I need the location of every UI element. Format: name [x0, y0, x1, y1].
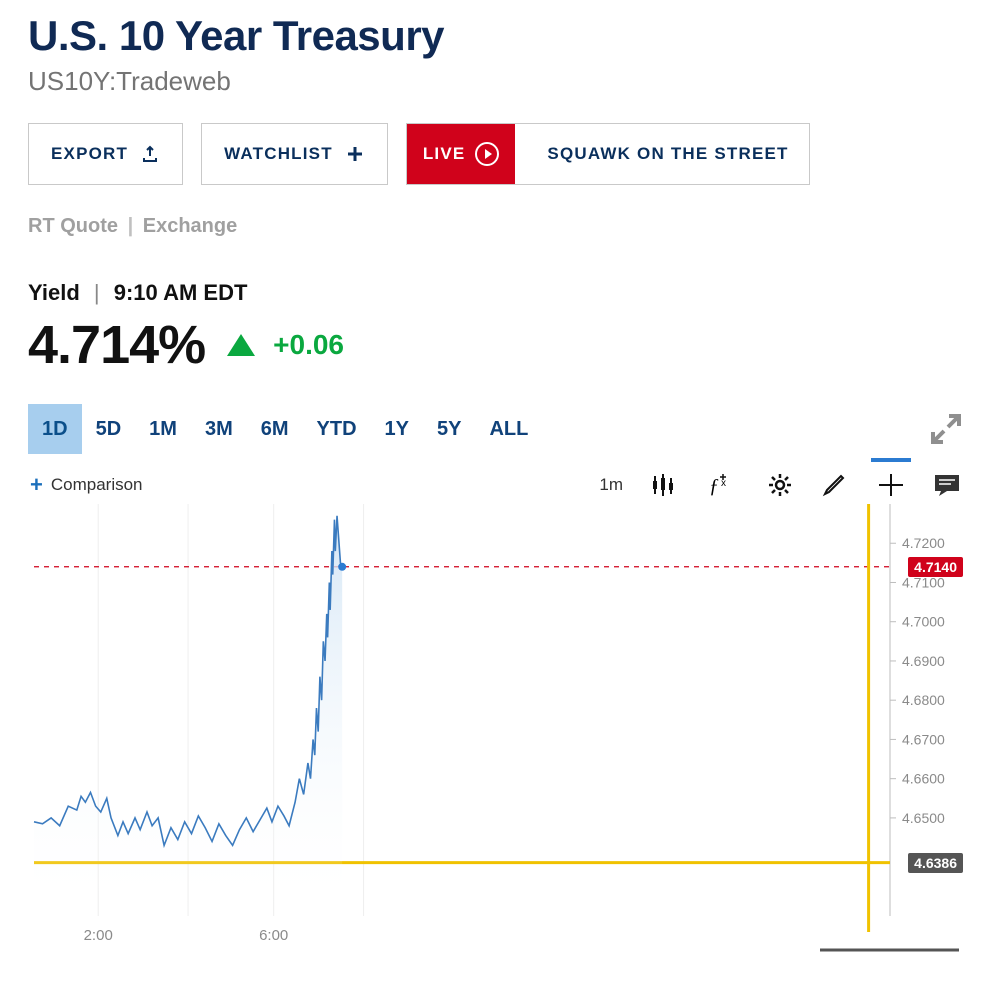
range-tab-1m[interactable]: 1M — [135, 404, 191, 454]
play-icon — [475, 142, 499, 166]
plus-icon — [345, 144, 365, 164]
svg-text:ƒ: ƒ — [709, 475, 719, 497]
prev-close-tag: 4.6386 — [908, 853, 963, 873]
price-change: +0.06 — [273, 329, 344, 361]
range-tab-5d[interactable]: 5D — [82, 404, 136, 454]
crosshair-icon[interactable] — [877, 472, 905, 498]
watchlist-button-label: WATCHLIST — [224, 144, 333, 164]
indicator-icon[interactable]: ƒx — [709, 472, 739, 498]
range-tab-3m[interactable]: 3M — [191, 404, 247, 454]
realtime-line: Yield | 9:10 AM EDT — [28, 280, 963, 306]
candlestick-icon[interactable] — [651, 472, 681, 498]
svg-text:4.6600: 4.6600 — [902, 771, 945, 787]
current-price-tag: 4.7140 — [908, 557, 963, 577]
time-range-tabs: 1D5D1M3M6MYTD1Y5YALL — [28, 404, 542, 454]
svg-text:6:00: 6:00 — [259, 927, 288, 944]
comparison-button[interactable]: + Comparison — [30, 472, 143, 498]
settings-icon[interactable] — [767, 472, 793, 498]
draw-icon[interactable] — [821, 472, 849, 498]
svg-text:4.7100: 4.7100 — [902, 574, 945, 590]
interval-label[interactable]: 1m — [599, 475, 623, 495]
svg-text:4.7200: 4.7200 — [902, 535, 945, 551]
live-badge: LIVE — [407, 124, 516, 184]
svg-text:4.6900: 4.6900 — [902, 653, 945, 669]
range-tab-1d[interactable]: 1D — [28, 404, 82, 454]
live-show-button[interactable]: LIVE SQUAWK ON THE STREET — [406, 123, 810, 185]
yield-label: Yield — [28, 280, 80, 305]
comparison-label: Comparison — [51, 475, 143, 495]
quote-type: RT Quote — [28, 215, 118, 237]
price-chart[interactable]: 4.6500 4.6600 4.6700 4.6800 4.6900 4.7000 4.71… — [28, 504, 963, 964]
watchlist-button[interactable]: WATCHLIST — [201, 123, 388, 185]
quote-meta: RT Quote | Exchange — [28, 215, 963, 238]
range-tab-all[interactable]: ALL — [475, 404, 542, 454]
range-tab-ytd[interactable]: YTD — [303, 404, 371, 454]
price-row: 4.714% +0.06 — [28, 314, 963, 376]
plus-icon: + — [30, 472, 43, 498]
live-show-label: SQUAWK ON THE STREET — [527, 144, 808, 164]
svg-text:4.7000: 4.7000 — [902, 614, 945, 630]
svg-text:4.6700: 4.6700 — [902, 731, 945, 747]
separator: | — [94, 280, 100, 305]
range-tab-1y[interactable]: 1Y — [371, 404, 423, 454]
separator: | — [128, 215, 134, 237]
svg-text:2:00: 2:00 — [84, 927, 113, 944]
page-title: U.S. 10 Year Treasury — [28, 12, 963, 60]
svg-text:4.6800: 4.6800 — [902, 692, 945, 708]
svg-text:4.6500: 4.6500 — [902, 810, 945, 826]
export-button[interactable]: EXPORT — [28, 123, 183, 185]
export-button-label: EXPORT — [51, 144, 128, 164]
range-tab-6m[interactable]: 6M — [247, 404, 303, 454]
export-icon — [140, 144, 160, 164]
action-button-row: EXPORT WATCHLIST LIVE SQUAWK ON THE STRE… — [28, 123, 963, 185]
chart-tool-icons: 1m ƒx — [599, 472, 961, 498]
range-row: 1D5D1M3M6MYTD1Y5YALL — [28, 404, 963, 454]
exchange-label: Exchange — [143, 215, 237, 237]
up-arrow-icon — [227, 334, 255, 356]
chart-toolbar: + Comparison 1m ƒx — [28, 472, 963, 498]
expand-button[interactable] — [929, 412, 963, 446]
comment-icon[interactable] — [933, 473, 961, 497]
range-tab-5y[interactable]: 5Y — [423, 404, 475, 454]
live-badge-label: LIVE — [423, 144, 466, 164]
page-subtitle: US10Y:Tradeweb — [28, 66, 963, 97]
timestamp: 9:10 AM EDT — [114, 280, 248, 305]
current-price: 4.714% — [28, 314, 205, 376]
